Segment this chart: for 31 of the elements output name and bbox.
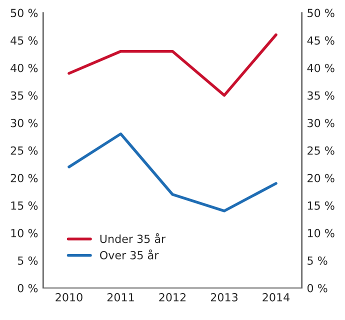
- y-tick-label: 0 %: [18, 284, 38, 292]
- y2-tick-label: 50 %: [308, 8, 334, 18]
- y2-tick-label: 0 %: [307, 284, 328, 292]
- y-tick-label: 20 %: [10, 174, 38, 182]
- y-tick-label: 10 %: [11, 228, 38, 238]
- y2-tick-label: 40 %: [307, 64, 334, 72]
- legend-label: Over 35 år: [100, 249, 159, 260]
- y-tick-label: 50 %: [10, 8, 38, 18]
- y2-tick-label: 15 %: [308, 201, 334, 210]
- y2-tick-label: 5 %: [308, 256, 328, 265]
- y2-tick-label: 10 %: [308, 228, 334, 238]
- y2-tick-label: 30 %: [308, 118, 334, 128]
- x-tick-label: 2013: [210, 293, 238, 302]
- y-tick-label: 45 %: [10, 36, 38, 45]
- y2-tick-label: 35 %: [308, 91, 334, 100]
- x-tick-label: 2011: [107, 293, 134, 302]
- y-tick-label: 35 %: [10, 91, 38, 100]
- line-series: [68, 132, 278, 212]
- y2-tick-label: 20 %: [308, 174, 334, 182]
- y-tick-label: 30 %: [10, 118, 38, 128]
- legend-label: Under 35 år: [100, 233, 166, 244]
- y-tick-label: 40 %: [10, 64, 38, 72]
- line-series: [68, 33, 278, 97]
- x-tick-label: 2014: [262, 293, 290, 302]
- y2-tick-label: 45 %: [307, 36, 334, 45]
- y-tick-label: 15 %: [11, 201, 38, 210]
- y-tick-label: 25 %: [10, 146, 38, 155]
- x-tick-label: 2010: [56, 293, 82, 302]
- x-tick-label: 2012: [159, 293, 186, 302]
- y2-tick-label: 25 %: [308, 146, 334, 155]
- y-tick-label: 5 %: [18, 256, 38, 265]
